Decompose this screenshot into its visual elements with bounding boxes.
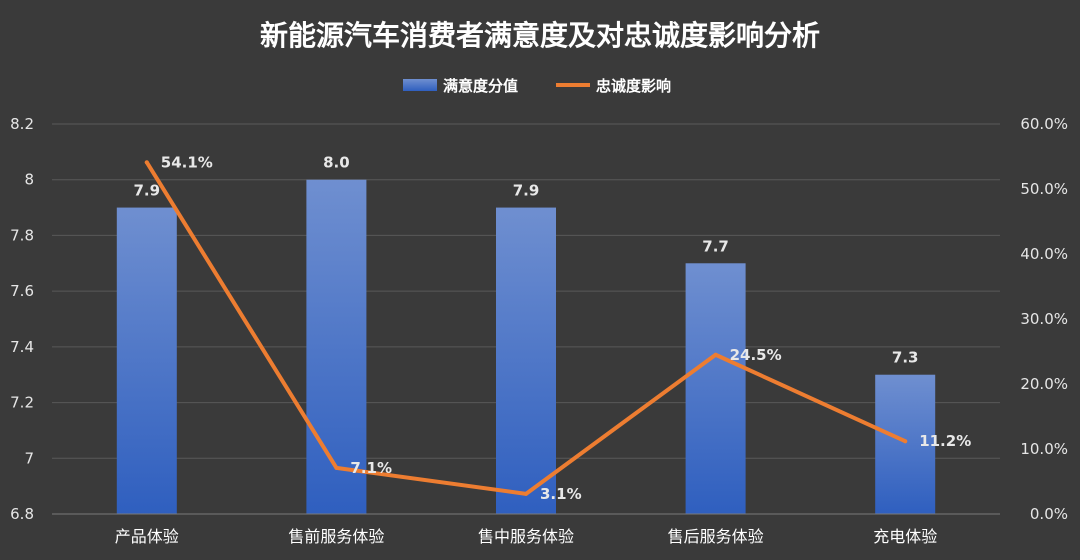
line-point [334,465,339,470]
bar-data-label: 8.0 [323,154,350,172]
y-right-tick-label: 30.0% [1020,310,1068,328]
y-left-tick-label: 8 [24,171,34,189]
bar [496,207,556,515]
y-left-tick-label: 7 [24,449,34,467]
y-right-tick-label: 40.0% [1020,245,1068,263]
y-right-tick-label: 50.0% [1020,180,1068,198]
line-data-label: 3.1% [540,485,582,503]
x-tick-label: 售前服务体验 [288,527,384,546]
x-tick-label: 产品体验 [115,527,179,546]
x-tick-label: 充电体验 [873,527,937,546]
y-left-tick-label: 7.8 [10,226,34,244]
x-tick-label: 售后服务体验 [668,527,764,546]
line-data-labels: 54.1% 7.1% 3.1% 24.5% 11.2% [161,153,971,503]
line-data-label: 11.2% [919,432,971,450]
bar-series [116,179,936,515]
legend-label-bar: 满意度分值 [443,77,518,95]
y-left-tick-label: 7.2 [10,394,34,412]
bar-data-label: 7.9 [513,182,540,200]
line-data-label: 7.1% [350,459,392,477]
legend-swatch-bar [403,79,437,91]
y-left-tick-label: 7.4 [10,338,34,356]
y-axis-right: 0.0% 10.0% 20.0% 30.0% 40.0% 50.0% 60.0% [1020,115,1068,523]
x-tick-label: 售中服务体验 [478,527,574,546]
bar-data-label: 7.3 [892,349,919,367]
y-right-tick-label: 60.0% [1020,115,1068,133]
y-right-tick-label: 0.0% [1030,505,1068,523]
line-point [903,439,908,444]
y-left-tick-label: 8.2 [10,115,34,133]
y-left-tick-label: 6.8 [10,505,34,523]
bar [875,374,936,514]
line-data-label: 24.5% [730,346,782,364]
x-axis: 产品体验 售前服务体验 售中服务体验 售后服务体验 充电体验 [52,513,1000,546]
legend: 满意度分值 忠诚度影响 [403,77,671,95]
bar-data-labels: 7.9 8.0 7.9 7.7 7.3 [134,154,919,367]
chart-title: 新能源汽车消费者满意度及对忠诚度影响分析 [260,19,820,52]
y-axis-left: 6.8 7 7.2 7.4 7.6 7.8 8 8.2 [10,115,34,523]
line-point [524,491,528,496]
bar [306,179,367,514]
line-point [713,352,718,357]
legend-label-line: 忠诚度影响 [596,77,671,95]
bar-data-label: 7.7 [702,237,729,255]
y-right-tick-label: 20.0% [1020,375,1068,393]
line-series [144,160,908,496]
y-right-tick-label: 10.0% [1020,440,1068,458]
bar [116,207,177,515]
line-data-label: 54.1% [161,153,213,171]
line-point [144,160,149,165]
y-left-tick-label: 7.6 [10,282,34,300]
bar-data-label: 7.9 [134,182,161,200]
bar [685,263,746,514]
